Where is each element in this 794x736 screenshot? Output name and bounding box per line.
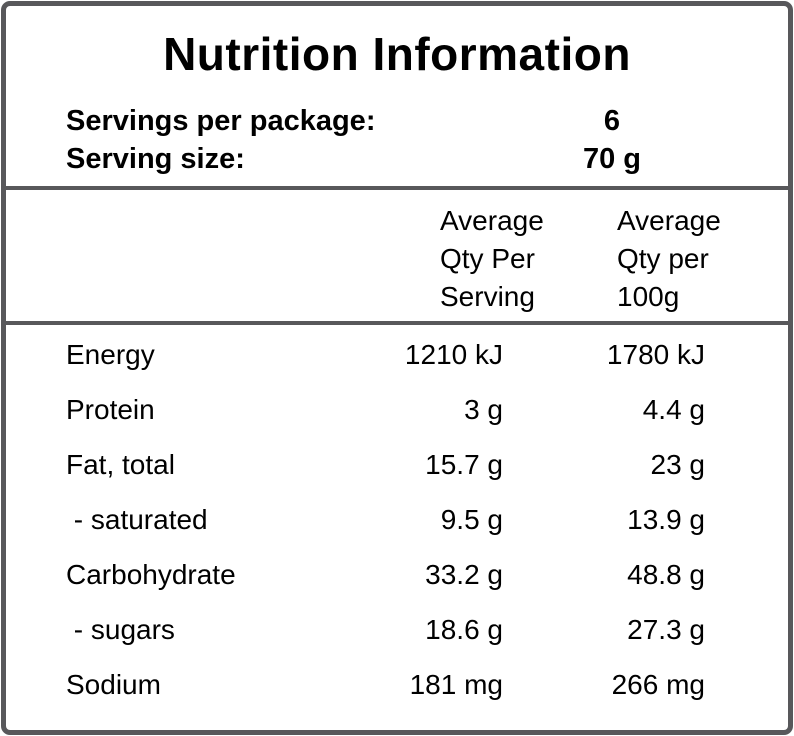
nutrient-name: - saturated xyxy=(66,504,208,535)
per-100g-column-header: Average Qty per 100g xyxy=(617,202,721,316)
table-row-energy: Energy 1210 kJ 1780 kJ xyxy=(66,327,713,382)
per-100g-value: 4.4 g xyxy=(642,394,705,425)
nutrient-name: Fat, total xyxy=(66,449,175,480)
per-serving-value: 1210 kJ xyxy=(404,339,503,370)
per-serving-header-line-3: Serving xyxy=(440,281,535,312)
per-serving-value: 3 g xyxy=(464,394,503,425)
per-100g-header-line-2: Qty per xyxy=(617,243,709,274)
nutrient-name: Sodium xyxy=(66,669,161,700)
table-row-fat-total: Fat, total 15.7 g 23 g xyxy=(66,437,713,492)
per-100g-value: 1780 kJ xyxy=(606,339,705,370)
nutrient-name: Energy xyxy=(66,339,155,370)
servings-per-package-label: Servings per package: xyxy=(66,105,376,137)
per-100g-header-line-1: Average xyxy=(617,205,721,236)
per-serving-value: 9.5 g xyxy=(440,504,503,535)
per-100g-value: 27.3 g xyxy=(627,614,705,645)
table-row-sodium: Sodium 181 mg 266 mg xyxy=(66,657,713,712)
per-100g-value: 23 g xyxy=(650,449,706,480)
servings-block: Servings per package: 6 Serving size: 70… xyxy=(6,102,788,178)
per-100g-value: 266 mg xyxy=(611,669,705,700)
per-serving-value: 15.7 g xyxy=(425,449,503,480)
per-100g-header-line-3: 100g xyxy=(617,281,680,312)
nutrient-name: Protein xyxy=(66,394,155,425)
table-row-sugars: - sugars 18.6 g 27.3 g xyxy=(66,602,713,657)
per-serving-value: 181 mg xyxy=(409,669,503,700)
servings-per-package-value: 6 xyxy=(603,105,621,137)
nutrient-name: - sugars xyxy=(66,614,175,645)
per-serving-header-line-2: Qty Per xyxy=(440,243,535,274)
column-headers-section: Average Qty Per Serving Average Qty per … xyxy=(6,190,788,321)
horizontal-divider-top xyxy=(6,186,788,190)
per-serving-value: 18.6 g xyxy=(425,614,503,645)
per-100g-value: 13.9 g xyxy=(627,504,705,535)
nutrients-table: Energy 1210 kJ 1780 kJ Protein 3 g 4.4 g… xyxy=(6,325,788,730)
serving-size-value: 70 g xyxy=(582,143,642,175)
serving-size-label: Serving size: xyxy=(66,143,245,175)
table-row-protein: Protein 3 g 4.4 g xyxy=(66,382,713,437)
nutrient-name: Carbohydrate xyxy=(66,559,236,590)
title-servings-section: Nutrition Information Servings per packa… xyxy=(6,6,788,186)
per-serving-header-line-1: Average xyxy=(440,205,544,236)
serving-size-row: Serving size: 70 g xyxy=(66,140,788,178)
servings-per-package-row: Servings per package: 6 xyxy=(66,102,788,140)
per-serving-value: 33.2 g xyxy=(425,559,503,590)
per-serving-column-header: Average Qty Per Serving xyxy=(440,202,544,316)
panel-title: Nutrition Information xyxy=(163,28,631,80)
per-100g-value: 48.8 g xyxy=(627,559,705,590)
horizontal-divider-bottom xyxy=(6,321,788,325)
table-row-fat-saturated: - saturated 9.5 g 13.9 g xyxy=(66,492,713,547)
table-row-carbohydrate: Carbohydrate 33.2 g 48.8 g xyxy=(66,547,713,602)
